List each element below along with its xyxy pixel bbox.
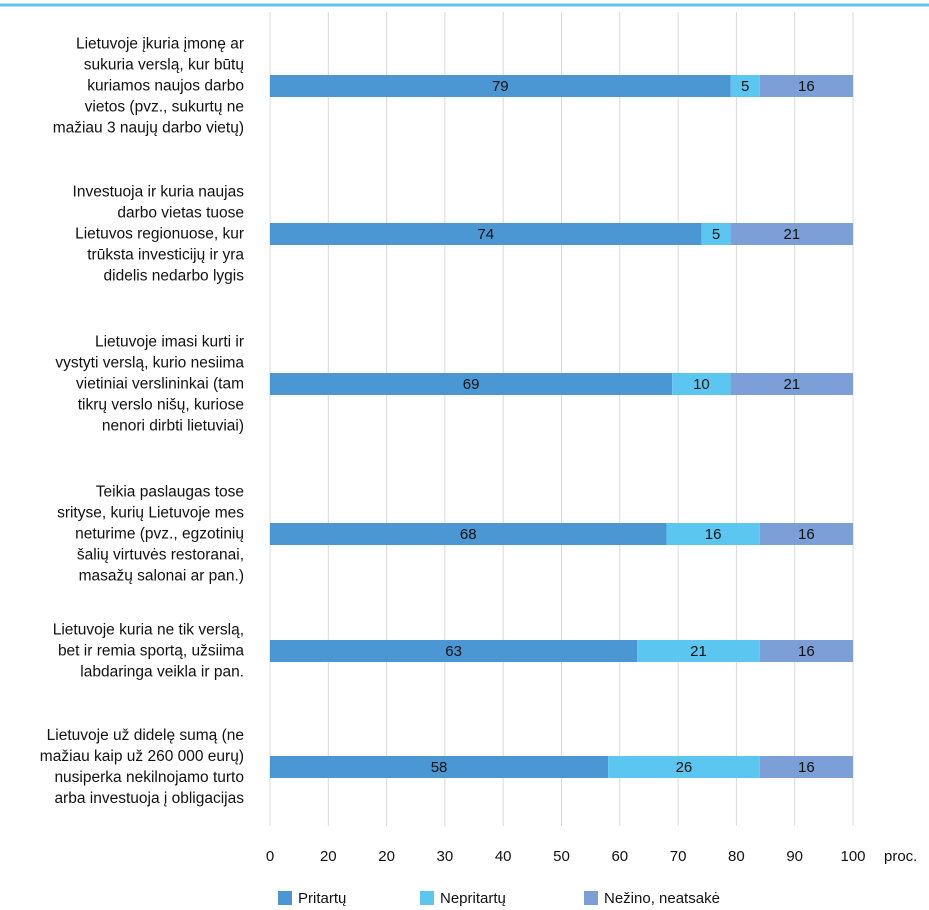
bar-segment — [270, 640, 638, 662]
category-label: Lietuvoje įkuria įmonę ar sukuria verslą… — [52, 35, 244, 137]
bar-segment — [730, 75, 760, 97]
x-tick-label: 100 — [840, 848, 865, 865]
x-tick-label: 20 — [320, 848, 337, 865]
data-label: 16 — [705, 526, 722, 543]
bar-segment — [666, 523, 760, 545]
data-label: 63 — [445, 643, 462, 660]
legend-label: Pritartų — [298, 890, 346, 907]
data-label: 10 — [693, 376, 710, 393]
data-label: 69 — [463, 376, 480, 393]
data-label: 26 — [676, 759, 693, 776]
data-label: 5 — [741, 78, 749, 95]
category-label: Lietuvoje imasi kurti ir vystyti verslą,… — [55, 333, 244, 435]
bar-segment — [270, 75, 731, 97]
x-tick-label: 60 — [611, 848, 628, 865]
x-tick-label: 30 — [437, 848, 454, 865]
data-label: 16 — [798, 759, 815, 776]
bar-segment — [270, 756, 609, 778]
data-label: 68 — [460, 526, 477, 543]
data-label: 16 — [798, 643, 815, 660]
bar-segment — [270, 223, 702, 245]
x-tick-label: 0 — [266, 848, 274, 865]
data-label: 21 — [783, 226, 800, 243]
x-tick-label: 40 — [495, 848, 512, 865]
data-label: 79 — [492, 78, 509, 95]
x-tick-label: 90 — [786, 848, 803, 865]
x-tick-label: 50 — [553, 848, 570, 865]
data-label: 21 — [783, 376, 800, 393]
legend-label: Nežino, neatsakė — [604, 890, 720, 907]
data-label: 16 — [798, 78, 815, 95]
x-axis-label: proc. — [884, 848, 917, 865]
legend-swatch — [584, 891, 598, 905]
bar-segment — [270, 373, 673, 395]
legend-label: Nepritartų — [440, 890, 506, 907]
data-label: 16 — [798, 526, 815, 543]
category-label: Teikia paslaugas tose srityse, kurių Lie… — [57, 483, 244, 585]
data-label: 5 — [712, 226, 720, 243]
bar-segment — [672, 373, 731, 395]
bar-segment — [759, 640, 853, 662]
category-label: Investuoja ir kuria naujas darbo vietas … — [72, 183, 244, 285]
bar-segment — [270, 523, 667, 545]
legend-swatch — [278, 891, 292, 905]
bar-segment — [759, 75, 853, 97]
category-label: Lietuvoje kuria ne tik verslą, bet ir re… — [52, 621, 244, 681]
bar-segment — [759, 523, 853, 545]
bar-segment — [637, 640, 760, 662]
data-label: 58 — [431, 759, 448, 776]
bar-segment — [608, 756, 760, 778]
category-label: Lietuvoje už didelę sumą (ne mažiau kaip… — [39, 727, 244, 807]
bar-segment — [730, 373, 853, 395]
data-label: 74 — [477, 226, 494, 243]
data-label: 21 — [690, 643, 707, 660]
legend-swatch — [420, 891, 434, 905]
bar-segment — [759, 756, 853, 778]
x-tick-label: 20 — [378, 848, 395, 865]
bar-segment — [730, 223, 853, 245]
bar-segment — [701, 223, 731, 245]
x-tick-label: 80 — [728, 848, 745, 865]
x-tick-label: 70 — [670, 848, 687, 865]
